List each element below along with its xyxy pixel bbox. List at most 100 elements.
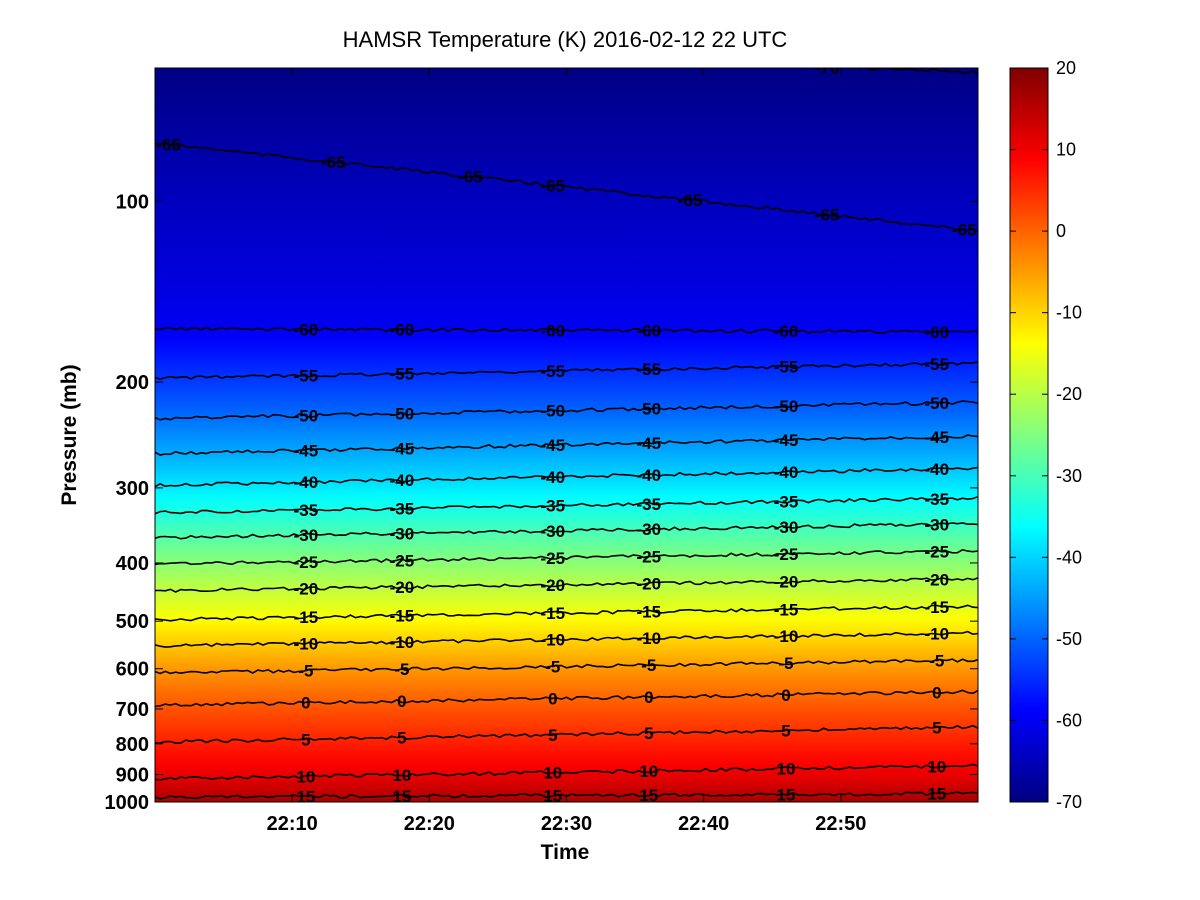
contour-line — [155, 658, 978, 675]
contour-label: -65 — [321, 153, 346, 172]
contour-line — [155, 495, 978, 515]
contour-label: -55 — [925, 355, 950, 374]
x-tick-label: 22:50 — [815, 813, 866, 835]
contour-label: 5 — [781, 722, 790, 741]
contour-label: -25 — [774, 545, 799, 564]
contour-label: 15 — [392, 787, 411, 806]
contour-label: -65 — [458, 168, 483, 187]
contour-label: -65 — [952, 220, 977, 239]
contour-label: 0 — [781, 686, 790, 705]
x-axis-label: Time — [541, 841, 590, 864]
contour-label: -35 — [541, 497, 566, 516]
contour-label: 15 — [296, 788, 315, 807]
y-axis-label: Pressure (mb) — [58, 364, 81, 505]
contour-label: -45 — [925, 428, 950, 447]
contour-label: -10 — [774, 627, 799, 646]
x-axis-ticks: 22:10 22:20 22:30 22:40 22:50 — [267, 68, 866, 835]
contour-label: -5 — [641, 656, 656, 675]
contour-line — [155, 763, 978, 781]
contour-line — [155, 576, 978, 593]
y-tick-label: 500 — [116, 611, 149, 633]
contour-label: 15 — [543, 787, 562, 806]
contour-label: 10 — [296, 767, 315, 786]
contour-line — [155, 434, 978, 456]
contour-label: 15 — [639, 786, 658, 805]
contour-line — [155, 604, 978, 622]
contour-line — [155, 522, 978, 540]
contour-label: -60 — [390, 321, 415, 340]
x-tick-label: 22:30 — [541, 813, 592, 835]
contour-label: -10 — [925, 625, 950, 644]
contour-label: -5 — [545, 658, 560, 677]
colorbar-tick-label: -50 — [1056, 629, 1082, 649]
contour-label: 0 — [548, 690, 557, 709]
colorbar-tick-label: 20 — [1056, 58, 1076, 78]
contour-label: -40 — [637, 466, 662, 485]
colorbar-tick-label: -40 — [1056, 547, 1082, 567]
contour-line — [155, 689, 978, 708]
contour-label: 15 — [927, 785, 946, 804]
contour-label: -10 — [294, 635, 319, 654]
contour-label: -45 — [541, 436, 566, 455]
contour-label: -40 — [925, 460, 950, 479]
contour-label: -20 — [294, 580, 319, 599]
colorbar-tick-label: -30 — [1056, 466, 1082, 486]
contour-label: 15 — [777, 785, 796, 804]
contour-label: -5 — [394, 660, 409, 679]
contour-label: -20 — [925, 570, 950, 589]
colorbar-tick-label: 0 — [1056, 221, 1066, 241]
y-tick-label: 900 — [116, 765, 149, 787]
colorbar-ticks: 20 10 0 -10 -20 -30 -40 -50 -60 -70 — [1010, 58, 1082, 812]
contour-label: -20 — [390, 578, 415, 597]
contour-label: -30 — [637, 520, 662, 539]
colorbar-tick-label: -20 — [1056, 384, 1082, 404]
contour-label: -30 — [541, 522, 566, 541]
contour-label: -45 — [774, 431, 799, 450]
contour-label: -65 — [678, 191, 703, 210]
contour-label: 10 — [543, 764, 562, 783]
y-tick-label: 600 — [116, 659, 149, 681]
contour-label: -55 — [294, 366, 319, 385]
contour-label: -10 — [390, 633, 415, 652]
contour-label: 5 — [932, 719, 941, 738]
contour-label: -25 — [390, 551, 415, 570]
x-tick-label: 22:20 — [404, 813, 455, 835]
contour-label: -30 — [390, 524, 415, 543]
contour-label: -50 — [925, 394, 950, 413]
contour-label: 10 — [639, 762, 658, 781]
contour-label: -35 — [774, 493, 799, 512]
contour-label: -25 — [637, 547, 662, 566]
contour-label: -35 — [925, 490, 950, 509]
contour-labels: -70 -65 -65 -65 -65 -65 -65 -65 -60 -60 -60 -60 -60 -… — [156, 68, 977, 807]
contour-label: -5 — [298, 662, 313, 681]
x-tick-label: 22:40 — [678, 813, 729, 835]
contour-label: -25 — [925, 543, 950, 562]
contour-line — [155, 466, 978, 488]
contour-label: -10 — [637, 629, 662, 648]
contour-label: -15 — [925, 598, 950, 617]
colorbar-tick-label: -70 — [1056, 792, 1082, 812]
y-tick-label: 200 — [116, 372, 149, 394]
colorbar-tick-label: -10 — [1056, 303, 1082, 323]
contour-line — [155, 724, 978, 744]
contour-label: -15 — [294, 608, 319, 627]
contour-label: 0 — [644, 688, 653, 707]
contour-label: 0 — [932, 683, 941, 702]
contour-label: -15 — [637, 603, 662, 622]
contour-label: -45 — [637, 434, 662, 453]
contour-label: -40 — [294, 473, 319, 492]
contour-label: -65 — [541, 177, 566, 196]
contour-label: -35 — [390, 499, 415, 518]
y-tick-label: 1000 — [105, 792, 150, 814]
contour-label: -65 — [156, 136, 181, 155]
colorbar-tick-label: -60 — [1056, 710, 1082, 730]
contour-line — [155, 548, 978, 566]
contour-label: -65 — [815, 206, 840, 225]
contour-label: -45 — [294, 441, 319, 460]
y-tick-label: 400 — [116, 553, 149, 575]
contour-label: -60 — [925, 323, 950, 342]
contour-label: -30 — [925, 515, 950, 534]
contour-label: 0 — [397, 692, 406, 711]
